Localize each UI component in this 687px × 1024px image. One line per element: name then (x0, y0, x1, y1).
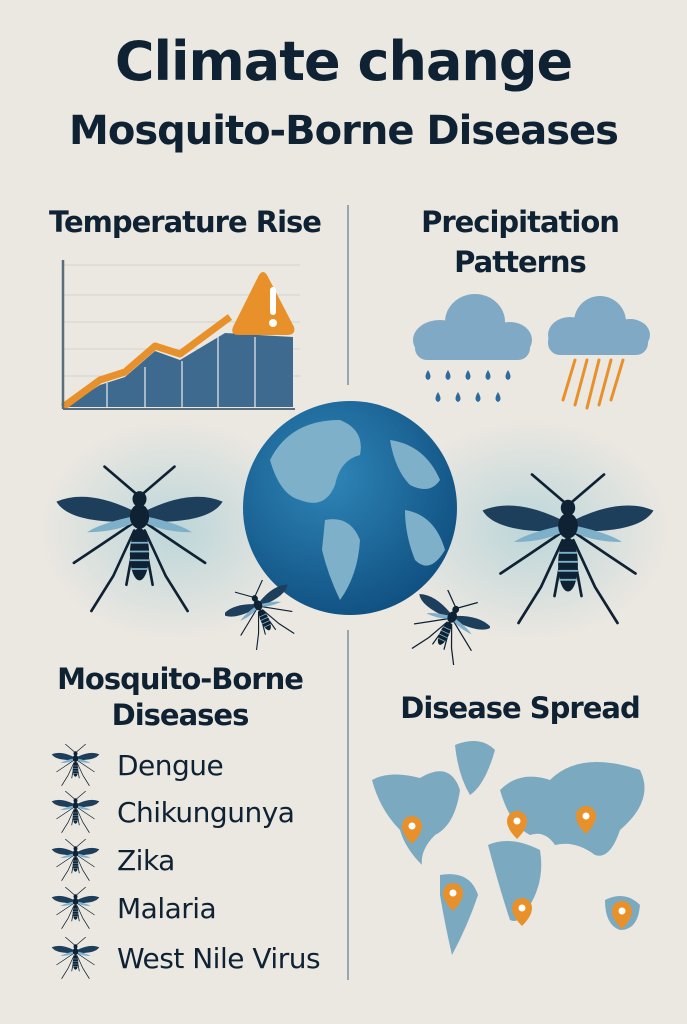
disease-item: West Nile Virus (48, 936, 321, 981)
globe-icon (243, 401, 457, 615)
location-pins (402, 806, 632, 929)
diseases-heading-1: Mosquito-Borne (57, 662, 304, 696)
precipitation-heading-2: Patterns (454, 245, 587, 279)
divider-bottom (347, 630, 349, 980)
mosquito-icon (48, 743, 103, 788)
rain-cloud-icon (413, 294, 532, 402)
mosquito-small-right-icon (405, 590, 490, 665)
pin-icon (576, 806, 596, 834)
world-map (372, 741, 645, 955)
pin-icon (512, 898, 532, 926)
mosquito-icon (48, 936, 103, 981)
mosquito-left-icon (52, 462, 227, 620)
mosquito-small-left-icon (225, 580, 300, 650)
storm-cloud-icon (548, 296, 650, 410)
mosquito-right-icon (478, 470, 658, 632)
precipitation-icons (413, 294, 650, 410)
temperature-line (60, 314, 233, 410)
temperature-heading: Temperature Rise (49, 205, 322, 239)
title-line-2: Mosquito-Borne Diseases (69, 108, 619, 154)
mosquito-icon (48, 790, 103, 835)
spread-heading: Disease Spread (400, 691, 640, 725)
temperature-area (65, 333, 293, 407)
disease-item: Zika (48, 838, 175, 882)
warning-icon (232, 272, 295, 335)
title-line-1: Climate change (114, 30, 573, 93)
disease-item: Dengue (48, 743, 224, 788)
disease-item: Chikungunya (48, 790, 295, 835)
precipitation-heading-1: Precipitation (421, 205, 620, 239)
mosquito-icon (48, 838, 103, 883)
temperature-chart (60, 260, 300, 410)
divider-top (347, 205, 349, 385)
disease-item: Malaria (48, 886, 217, 931)
pin-icon (612, 901, 632, 929)
diseases-heading-2: Diseases (111, 698, 250, 732)
mosquito-icon (48, 886, 103, 931)
pin-icon (443, 883, 463, 911)
pin-icon (507, 811, 527, 839)
pin-icon (402, 816, 422, 844)
